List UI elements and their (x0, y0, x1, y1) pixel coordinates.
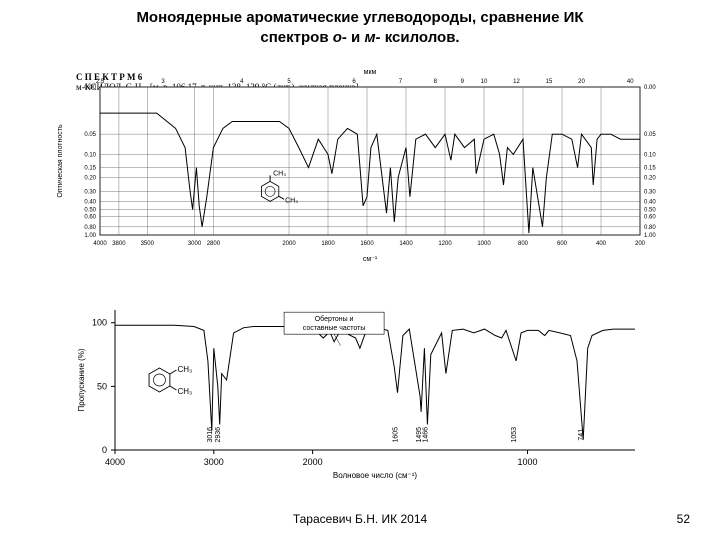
svg-text:0.50: 0.50 (644, 208, 656, 214)
svg-text:1053: 1053 (511, 427, 518, 443)
svg-text:0.05: 0.05 (84, 132, 96, 138)
svg-text:12: 12 (513, 79, 520, 85)
svg-text:СН₃: СН₃ (177, 387, 192, 396)
svg-text:0.80: 0.80 (84, 225, 96, 231)
svg-text:0.00: 0.00 (644, 85, 656, 91)
svg-text:СН₃: СН₃ (273, 170, 286, 177)
svg-text:2.5: 2.5 (96, 79, 105, 85)
svg-text:0.30: 0.30 (644, 189, 656, 195)
svg-text:3500: 3500 (141, 241, 155, 247)
svg-text:3: 3 (161, 79, 165, 85)
svg-text:100: 100 (92, 318, 107, 328)
ir-spectrum-bottom: 0 50 100 4000 3000 2000 1000 Волновое число (см… (70, 300, 650, 480)
svg-text:50: 50 (97, 381, 107, 391)
svg-text:0.00: 0.00 (84, 85, 96, 91)
svg-text:1605: 1605 (392, 427, 399, 443)
svg-text:0.10: 0.10 (644, 152, 656, 158)
svg-text:20: 20 (578, 79, 585, 85)
svg-text:СН₃: СН₃ (285, 197, 298, 204)
svg-text:7: 7 (399, 79, 403, 85)
svg-text:мкм: мкм (364, 69, 377, 76)
title-line-2: спектров о- и м- ксилолов. (260, 29, 459, 46)
svg-text:1600: 1600 (360, 241, 374, 247)
svg-text:1000: 1000 (477, 241, 491, 247)
svg-text:0.05: 0.05 (644, 132, 656, 138)
svg-text:см⁻¹: см⁻¹ (363, 256, 378, 263)
svg-text:составные частоты: составные частоты (303, 325, 366, 332)
svg-text:3000: 3000 (188, 241, 202, 247)
svg-text:0.30: 0.30 (84, 189, 96, 195)
svg-text:0.15: 0.15 (84, 166, 96, 172)
svg-text:1466: 1466 (422, 427, 429, 443)
footer-author: Тарасевич Б.Н. ИК 2014 (0, 512, 720, 526)
page-title: Моноядерные ароматические углеводороды, … (0, 0, 720, 51)
svg-text:4: 4 (240, 79, 244, 85)
svg-text:1800: 1800 (321, 241, 335, 247)
svg-text:1000: 1000 (518, 457, 538, 467)
svg-text:3800: 3800 (112, 241, 126, 247)
svg-text:3000: 3000 (204, 457, 224, 467)
svg-text:0.80: 0.80 (644, 225, 656, 231)
svg-text:4000: 4000 (105, 457, 125, 467)
svg-text:0.10: 0.10 (84, 152, 96, 158)
svg-text:1400: 1400 (399, 241, 413, 247)
svg-text:10: 10 (481, 79, 488, 85)
svg-text:0.20: 0.20 (644, 175, 656, 181)
svg-text:Волновое число (см⁻¹): Волновое число (см⁻¹) (333, 471, 418, 480)
svg-text:1200: 1200 (438, 241, 452, 247)
svg-text:5: 5 (287, 79, 291, 85)
svg-text:Пропускание (%): Пропускание (%) (77, 348, 86, 411)
svg-text:15: 15 (546, 79, 553, 85)
svg-text:0.15: 0.15 (644, 166, 656, 172)
svg-text:600: 600 (557, 241, 568, 247)
svg-text:1.00: 1.00 (644, 233, 656, 239)
svg-text:1.00: 1.00 (84, 233, 96, 239)
svg-text:0.60: 0.60 (644, 214, 656, 220)
page-number: 52 (677, 512, 690, 526)
svg-text:2000: 2000 (303, 457, 323, 467)
svg-text:Оптическая плотность: Оптическая плотность (57, 124, 64, 198)
svg-text:0: 0 (102, 445, 107, 455)
svg-text:3016: 3016 (207, 427, 214, 443)
svg-text:2936: 2936 (215, 427, 222, 443)
svg-text:4000: 4000 (93, 241, 107, 247)
svg-text:0.20: 0.20 (84, 175, 96, 181)
svg-text:40: 40 (627, 79, 634, 85)
svg-text:0.40: 0.40 (84, 200, 96, 206)
svg-text:0.60: 0.60 (84, 214, 96, 220)
svg-text:СН₃: СН₃ (177, 365, 192, 374)
svg-text:400: 400 (596, 241, 607, 247)
svg-text:0.50: 0.50 (84, 208, 96, 214)
svg-text:Обертоны и: Обертоны и (315, 315, 354, 323)
svg-text:2000: 2000 (282, 241, 296, 247)
svg-text:741: 741 (578, 429, 585, 441)
svg-text:800: 800 (518, 241, 529, 247)
ir-spectrum-top: 0.00 0.00 0.05 0.05 0.10 0.10 0.15 0.15 0.20 0.20… (50, 65, 670, 265)
title-line-1: Моноядерные ароматические углеводороды, … (136, 9, 583, 26)
svg-text:0.40: 0.40 (644, 200, 656, 206)
svg-text:8: 8 (434, 79, 438, 85)
svg-text:200: 200 (635, 241, 646, 247)
svg-text:6: 6 (352, 79, 356, 85)
svg-text:9: 9 (461, 79, 465, 85)
svg-text:2800: 2800 (207, 241, 221, 247)
